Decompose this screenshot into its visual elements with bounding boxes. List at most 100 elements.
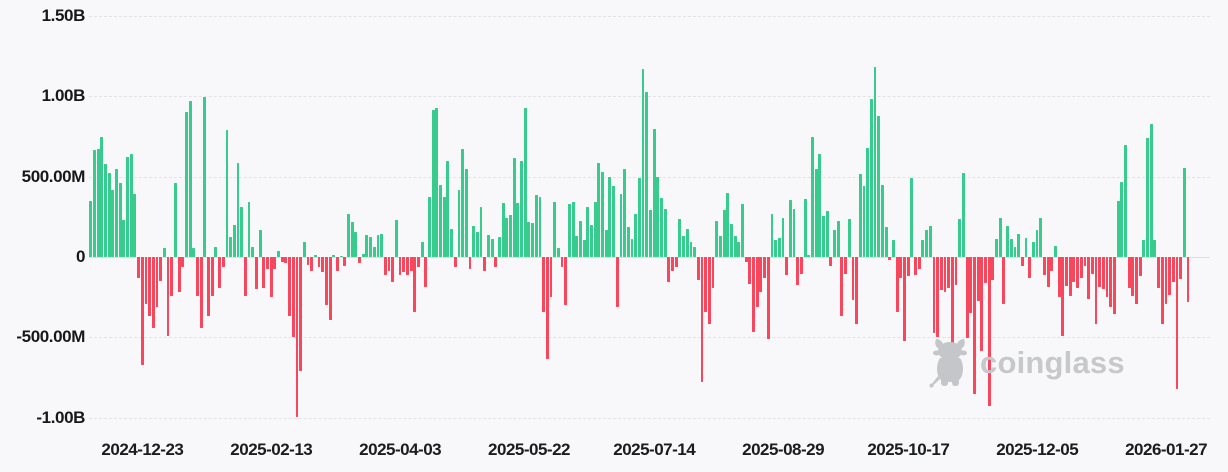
bar[interactable]	[693, 247, 697, 257]
bar[interactable]	[295, 256, 299, 417]
bar[interactable]	[660, 198, 663, 257]
bar[interactable]	[1109, 256, 1113, 307]
bar[interactable]	[774, 240, 778, 257]
bar[interactable]	[361, 253, 365, 257]
bar[interactable]	[811, 137, 814, 257]
bar[interactable]	[350, 221, 354, 257]
bar[interactable]	[380, 233, 384, 257]
bar[interactable]	[1149, 124, 1153, 257]
bar[interactable]	[512, 158, 516, 257]
bar[interactable]	[1065, 256, 1068, 286]
bar[interactable]	[626, 227, 630, 257]
bar[interactable]	[976, 256, 980, 302]
bar[interactable]	[851, 256, 855, 301]
bar[interactable]	[1050, 256, 1054, 271]
bar[interactable]	[888, 256, 892, 261]
bar[interactable]	[280, 256, 284, 262]
bar[interactable]	[420, 241, 424, 257]
bar[interactable]	[777, 237, 781, 257]
bar[interactable]	[984, 256, 987, 283]
bar[interactable]	[122, 220, 126, 257]
bar[interactable]	[939, 256, 943, 290]
bar[interactable]	[932, 256, 936, 334]
bar[interactable]	[413, 256, 417, 313]
bar[interactable]	[1153, 240, 1157, 257]
bar[interactable]	[833, 230, 836, 257]
bar[interactable]	[464, 169, 468, 257]
bar[interactable]	[181, 256, 185, 267]
bar[interactable]	[759, 256, 763, 293]
bar[interactable]	[126, 157, 129, 257]
bar[interactable]	[137, 256, 141, 278]
bar[interactable]	[1031, 241, 1035, 257]
bar[interactable]	[1160, 256, 1164, 325]
bar[interactable]	[678, 219, 682, 257]
bar[interactable]	[498, 236, 501, 257]
bar[interactable]	[836, 220, 840, 257]
bar[interactable]	[391, 256, 395, 282]
bar[interactable]	[1043, 256, 1046, 276]
bar[interactable]	[571, 201, 575, 257]
bar[interactable]	[442, 196, 446, 257]
bar[interactable]	[590, 224, 593, 257]
bar[interactable]	[405, 256, 409, 276]
bar[interactable]	[744, 256, 748, 262]
bar[interactable]	[822, 216, 825, 257]
bar[interactable]	[954, 256, 958, 286]
bar[interactable]	[866, 147, 870, 257]
bar[interactable]	[185, 111, 188, 257]
bar[interactable]	[1101, 256, 1105, 290]
bar[interactable]	[214, 247, 218, 257]
bar[interactable]	[656, 176, 660, 257]
bar[interactable]	[542, 256, 546, 313]
bar[interactable]	[490, 238, 494, 257]
bar[interactable]	[1098, 256, 1102, 287]
bar[interactable]	[741, 203, 744, 257]
bar[interactable]	[1079, 256, 1083, 278]
bar[interactable]	[299, 256, 303, 372]
bar[interactable]	[560, 256, 564, 267]
bar[interactable]	[428, 196, 431, 257]
bar[interactable]	[700, 256, 704, 383]
bar[interactable]	[1076, 256, 1079, 288]
bar[interactable]	[446, 160, 450, 257]
bar[interactable]	[615, 256, 619, 307]
bar[interactable]	[365, 235, 369, 257]
bar[interactable]	[266, 256, 269, 270]
bar[interactable]	[840, 256, 844, 317]
bar[interactable]	[1013, 246, 1017, 257]
bar[interactable]	[140, 256, 144, 365]
bar[interactable]	[486, 235, 490, 257]
bar[interactable]	[910, 178, 914, 257]
bar[interactable]	[829, 256, 833, 266]
bar[interactable]	[917, 256, 921, 270]
bar[interactable]	[586, 207, 590, 257]
bar[interactable]	[722, 210, 726, 257]
bar[interactable]	[196, 256, 199, 297]
bar[interactable]	[151, 256, 155, 329]
bar[interactable]	[133, 194, 137, 257]
bar[interactable]	[129, 154, 133, 257]
bar[interactable]	[247, 201, 251, 257]
bar[interactable]	[1046, 256, 1050, 287]
bar[interactable]	[1087, 256, 1091, 299]
bar[interactable]	[372, 247, 376, 257]
bar[interactable]	[1009, 239, 1013, 257]
bar[interactable]	[291, 256, 295, 338]
bar[interactable]	[479, 207, 483, 257]
bar[interactable]	[1120, 182, 1124, 257]
bar[interactable]	[328, 256, 332, 321]
bar[interactable]	[321, 256, 325, 273]
bar[interactable]	[947, 256, 951, 288]
bar[interactable]	[1138, 256, 1142, 277]
bar[interactable]	[696, 256, 700, 281]
bar[interactable]	[1002, 256, 1006, 304]
bar[interactable]	[892, 240, 895, 257]
bar[interactable]	[1179, 256, 1183, 280]
bar[interactable]	[394, 220, 398, 257]
bar[interactable]	[417, 256, 420, 267]
bar[interactable]	[895, 256, 899, 312]
bar[interactable]	[89, 200, 93, 257]
bar[interactable]	[593, 201, 597, 257]
bar[interactable]	[582, 240, 586, 257]
